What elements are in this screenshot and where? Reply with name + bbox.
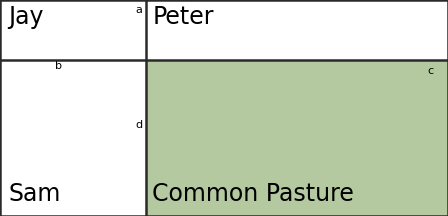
Text: a: a	[136, 5, 142, 15]
Text: c: c	[427, 66, 433, 76]
Bar	[0, 0, 146, 60]
Text: Sam: Sam	[8, 182, 60, 206]
Text: b: b	[55, 61, 62, 71]
Bar	[146, 60, 448, 216]
Bar	[0, 60, 146, 216]
Text: Common Pasture: Common Pasture	[152, 182, 354, 206]
Text: d: d	[135, 120, 142, 130]
Text: Jay: Jay	[8, 5, 43, 29]
Bar	[146, 0, 448, 60]
Text: Peter: Peter	[152, 5, 214, 29]
